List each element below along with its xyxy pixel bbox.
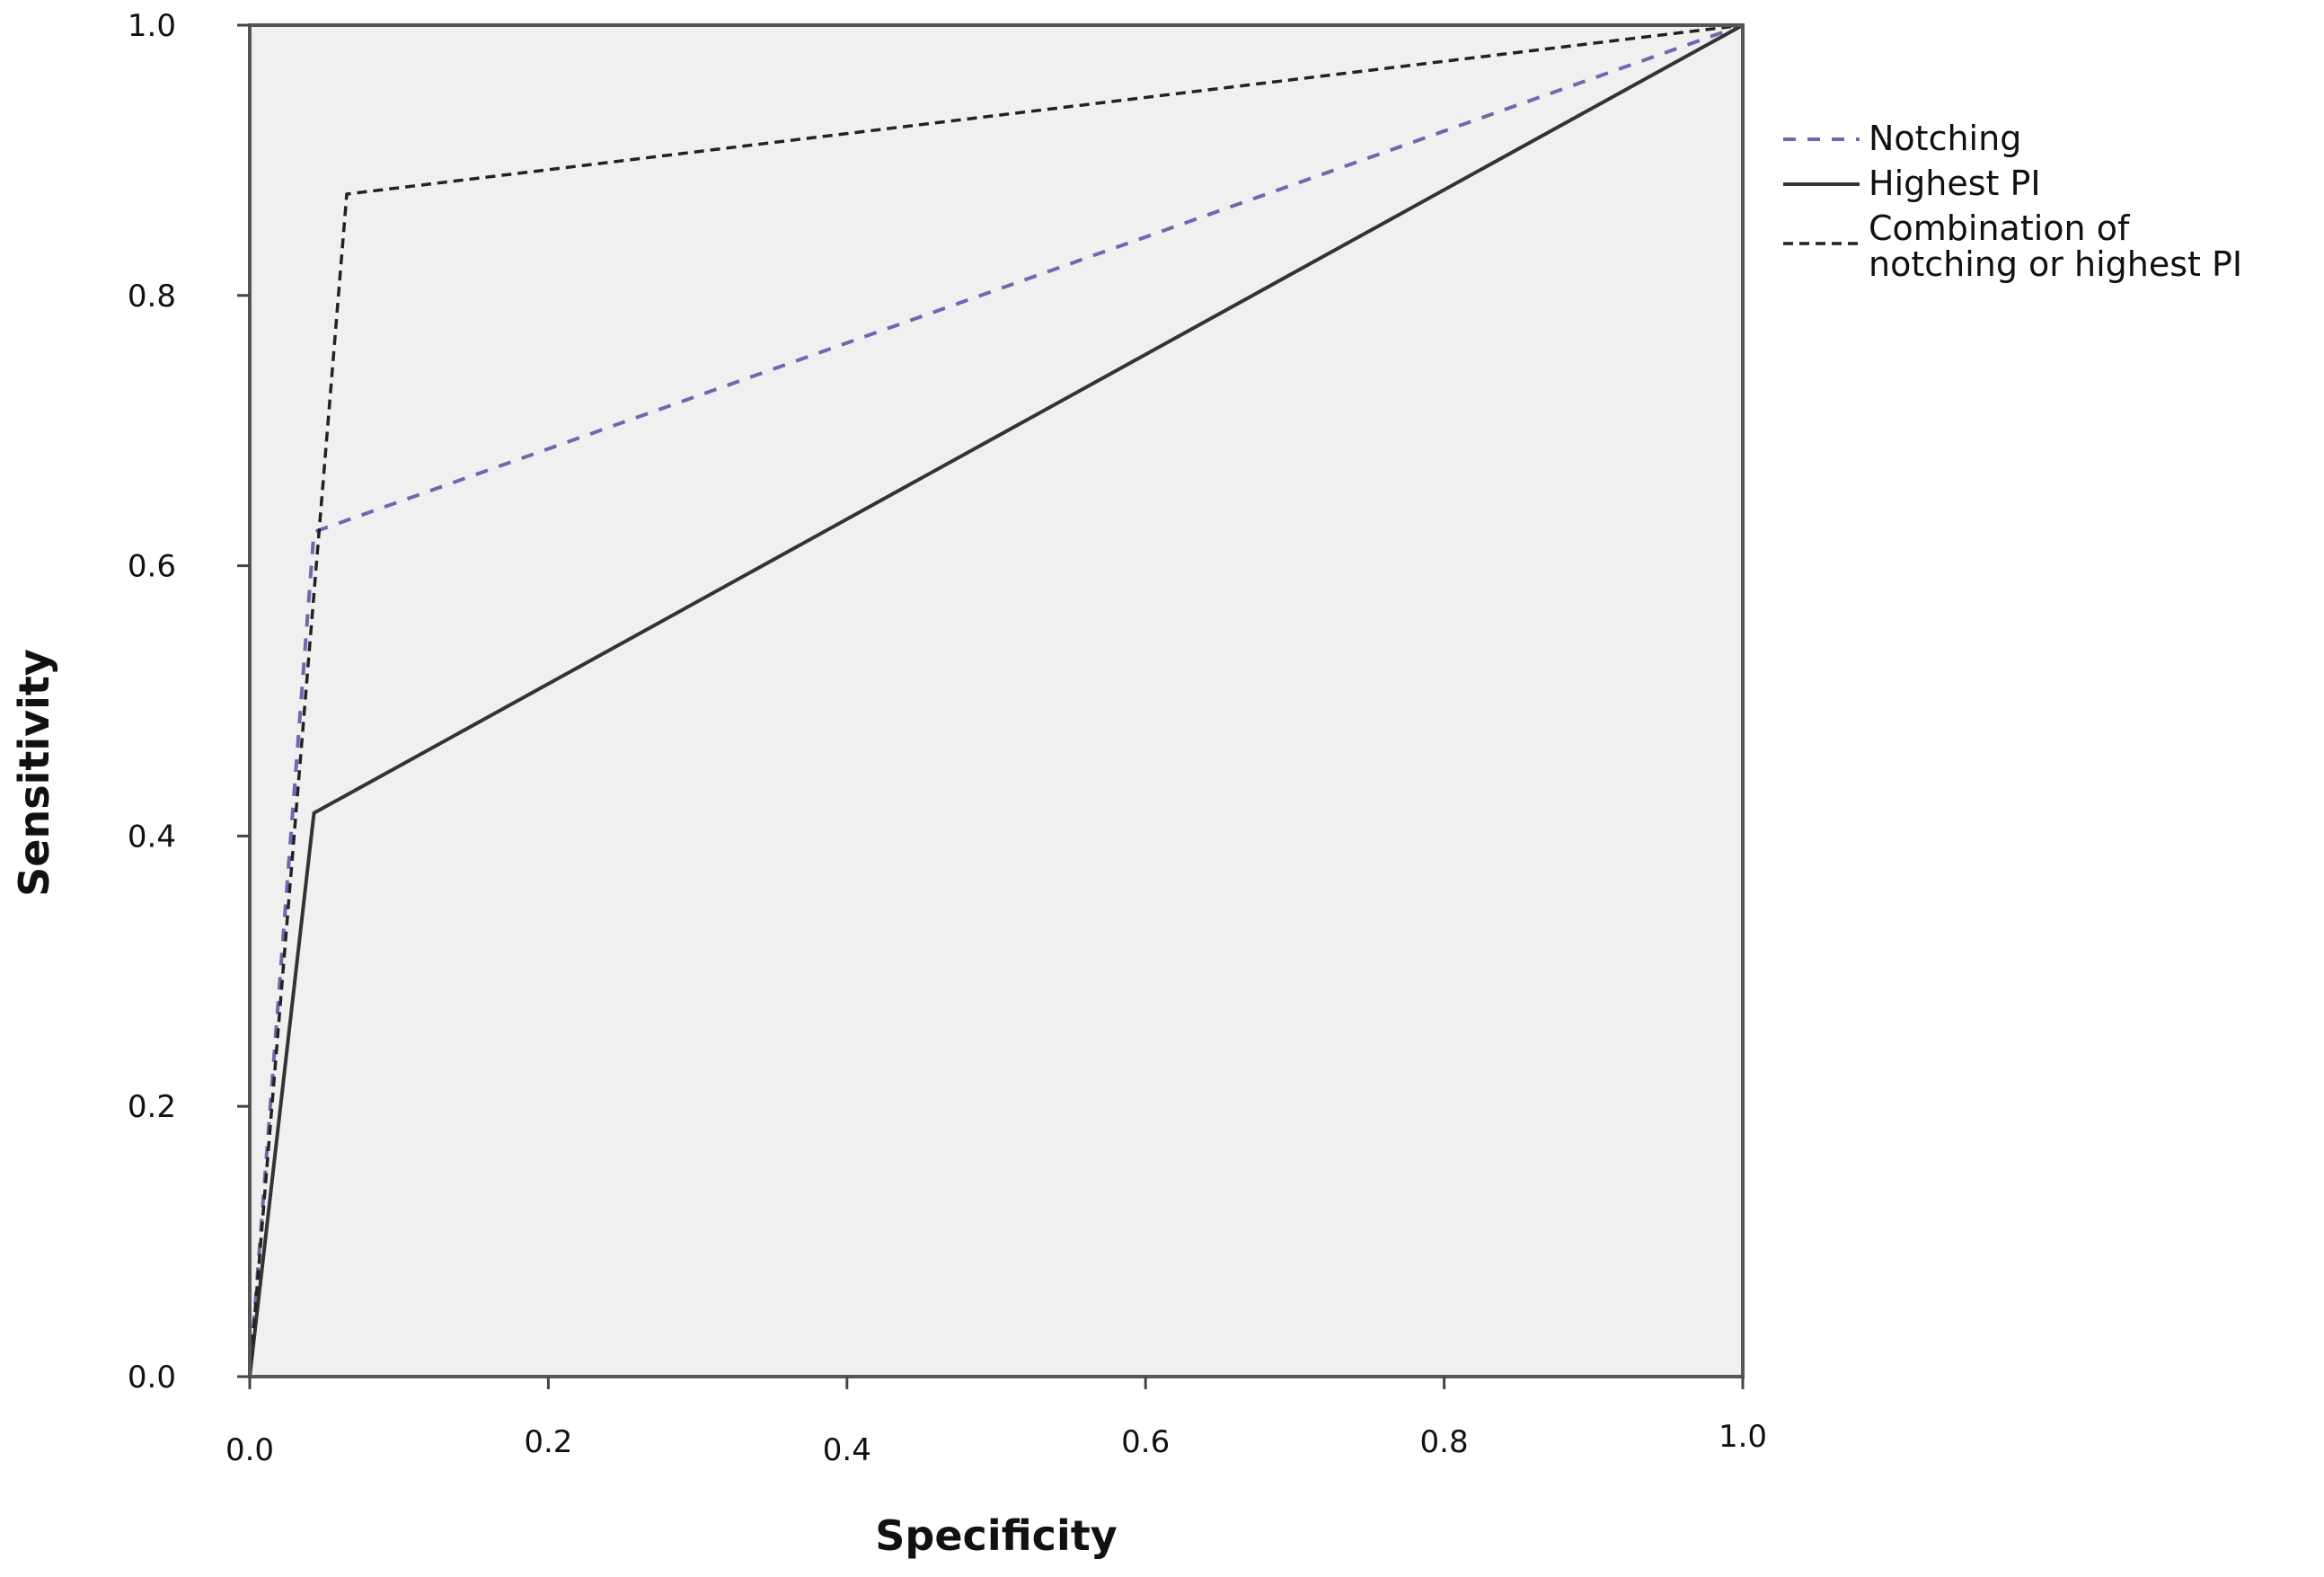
x-axis-title: Specificity	[875, 1511, 1117, 1560]
series-line-1	[248, 23, 1744, 1378]
y-tick-label: 0.4	[128, 819, 176, 855]
x-tick-label: 0.4	[823, 1432, 871, 1468]
x-tick-label: 0.8	[1420, 1424, 1469, 1460]
legend-label-1: Highest PI	[1869, 164, 2041, 203]
y-tick-label: 1.0	[128, 8, 176, 44]
legend-label-0: Notching	[1869, 119, 2021, 158]
legend-label-2: Combination of	[1869, 208, 2131, 248]
y-tick-label: 0.8	[128, 279, 176, 315]
series-line-2	[248, 23, 1744, 1378]
x-tick-label: 1.0	[1719, 1419, 1767, 1455]
plot-frame	[248, 23, 1745, 1378]
plot-background	[250, 25, 1743, 1377]
y-tick-label: 0.6	[128, 549, 176, 585]
series-layer	[248, 23, 1744, 1378]
legend-label-2: notching or highest PI	[1869, 244, 2242, 284]
x-tick-label: 0.2	[524, 1424, 572, 1460]
ticks-layer: 0.0 0.2 0.4 0.6 0.8 1.0 0.0 0.2 0.4 0.6 0.8 1.0	[128, 8, 1767, 1468]
x-tick-label: 0.0	[225, 1432, 274, 1468]
y-tick-label: 0.2	[128, 1089, 176, 1125]
legend: Notching Highest PI Combination ofnotching…	[1783, 119, 2242, 284]
y-tick-label: 0.0	[128, 1360, 176, 1395]
y-axis-title: Sensitivity	[10, 649, 58, 897]
x-tick-label: 0.6	[1121, 1424, 1170, 1460]
